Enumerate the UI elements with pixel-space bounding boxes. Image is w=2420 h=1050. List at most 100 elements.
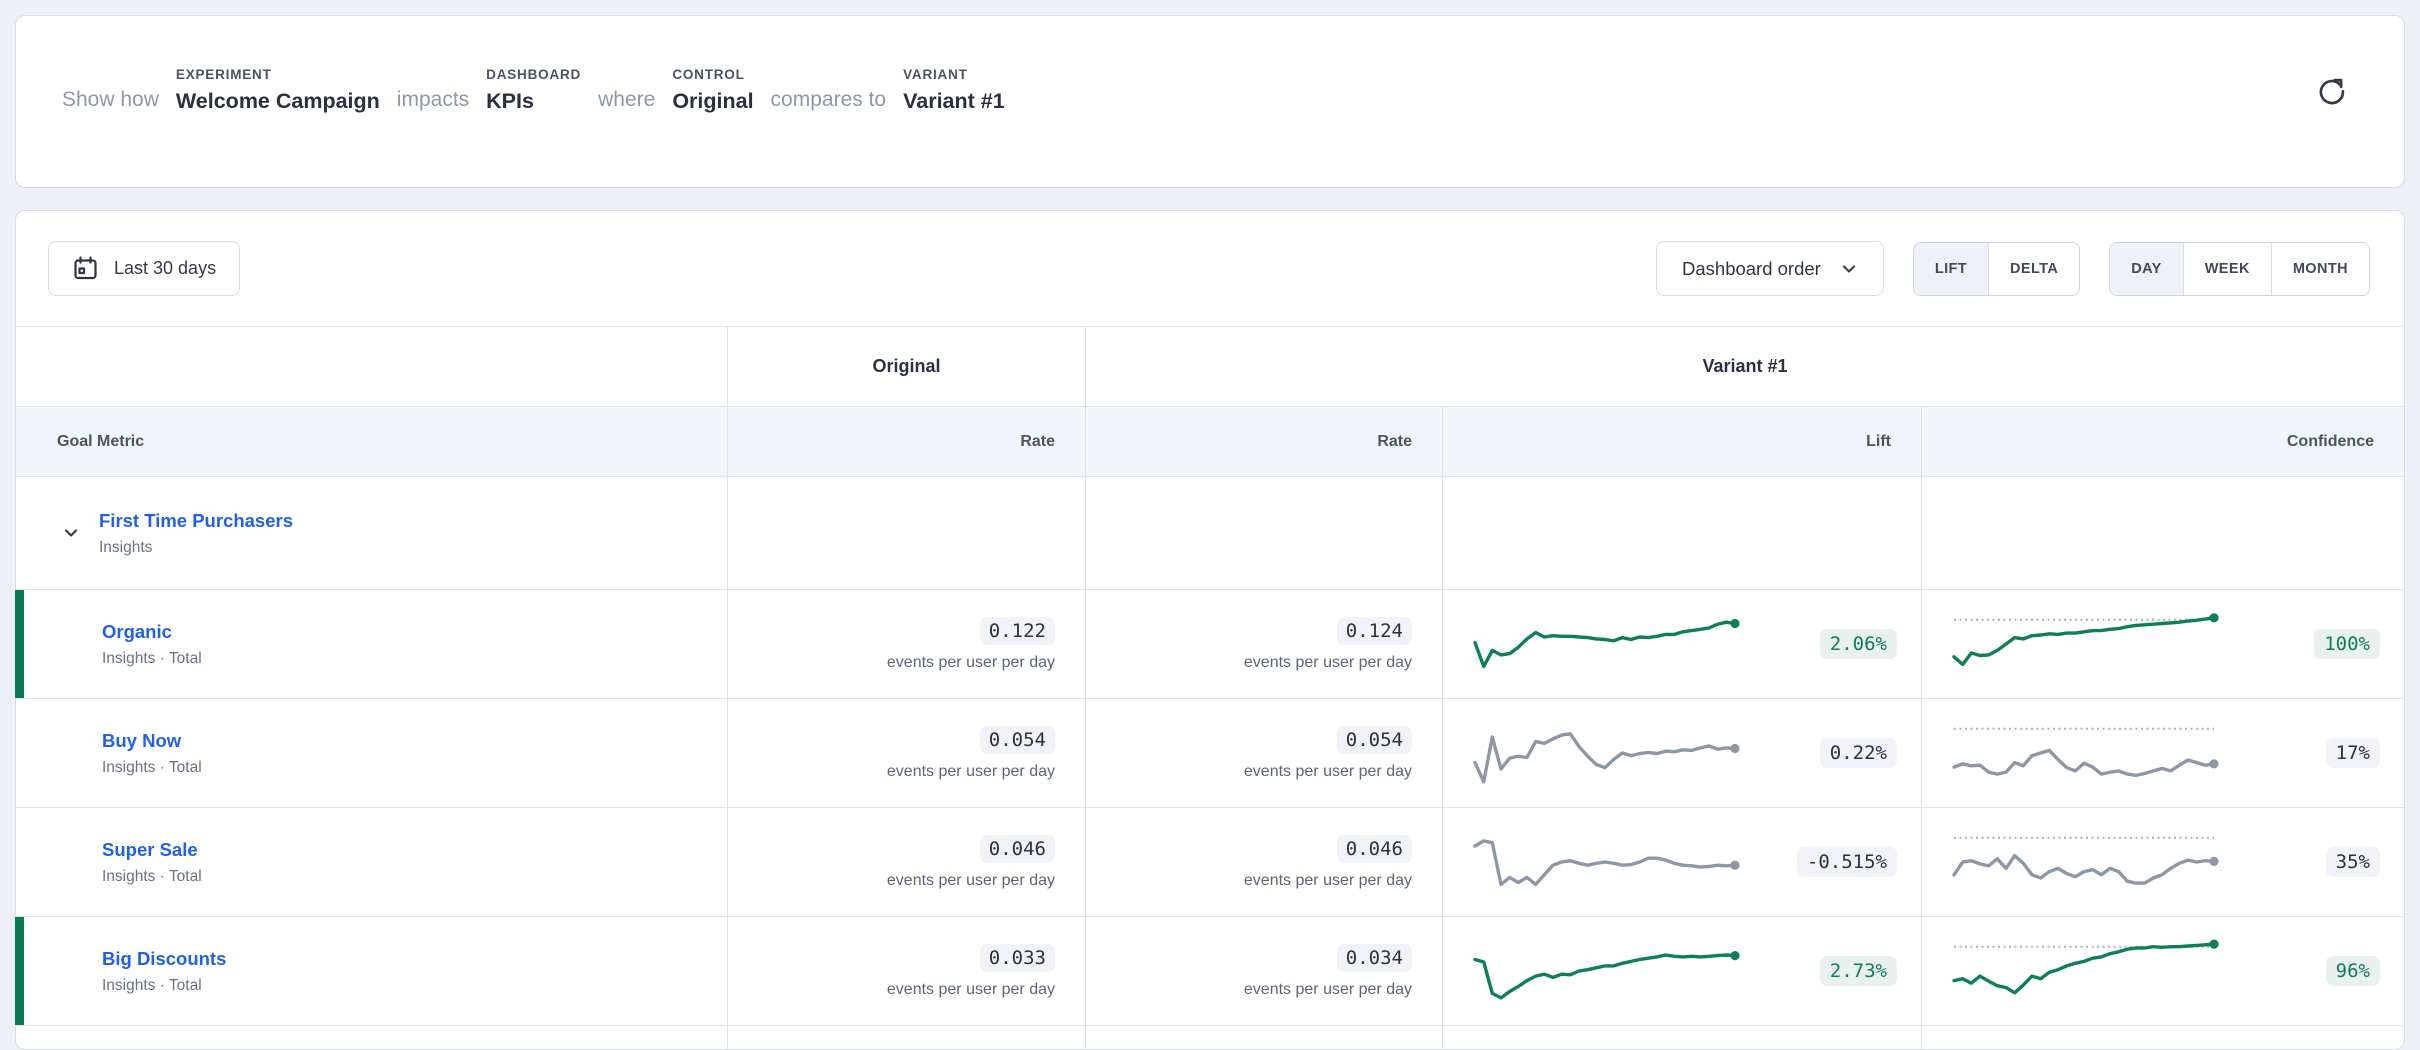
confidence-sparkline <box>1952 727 2219 778</box>
experiment-header-card: Show how EXPERIMENT Welcome Campaign imp… <box>15 15 2405 188</box>
col-rate-original: Rate <box>727 407 1085 477</box>
confidence-sparkline <box>1952 939 2219 995</box>
period-toggle: DAY WEEK MONTH <box>2109 241 2370 296</box>
lift-value: 2.06% <box>1819 629 1897 659</box>
confidence-cell: 35% <box>1921 808 2404 917</box>
lift-sparkline <box>1473 618 1740 669</box>
group-header-variant: Variant #1 <box>1085 327 2404 407</box>
rate-unit: events per user per day <box>886 871 1055 889</box>
metric-cell: Organic Insights · Total <box>15 590 727 699</box>
confidence-value: 100% <box>2314 629 2380 659</box>
collapse-chevron-icon[interactable] <box>60 522 82 544</box>
group-header-original: Original <box>727 327 1085 407</box>
confidence-cell: 100% <box>1921 590 2404 699</box>
rate-unit: events per user per day <box>1243 762 1412 780</box>
col-goal-metric: Goal Metric <box>16 407 727 477</box>
mode-option-delta[interactable]: DELTA <box>1988 242 2080 295</box>
control-value: Original <box>672 89 754 113</box>
rate-unit: events per user per day <box>886 980 1055 998</box>
col-confidence: Confidence <box>1921 407 2404 477</box>
experiment-selector[interactable]: EXPERIMENT Welcome Campaign <box>176 67 380 114</box>
variant-rate-cell: 0.046 events per user per day <box>1085 808 1442 917</box>
phrase-impacts: impacts <box>396 88 470 111</box>
lift-cell: 0.22% <box>1442 699 1921 808</box>
toolbar-right: Dashboard order LIFT DELTA DAY WEEK MONT… <box>1656 241 2370 296</box>
rate-unit: events per user per day <box>886 762 1055 780</box>
period-option-week[interactable]: WEEK <box>2182 242 2271 295</box>
lift-cell: 2.73% <box>1442 917 1921 1026</box>
lift-sparkline <box>1473 732 1740 784</box>
rate-unit: events per user per day <box>1243 653 1412 671</box>
lift-cell: 2.06% <box>1442 590 1921 699</box>
confidence-cell: 96% <box>1921 917 2404 1026</box>
confidence-cell: 17% <box>1921 699 2404 808</box>
phrase-compares-to: compares to <box>770 88 887 111</box>
metric-cell: Super Sale Insights · Total <box>16 808 727 917</box>
rate-unit: events per user per day <box>1243 871 1412 889</box>
dashboard-label: DASHBOARD <box>486 67 582 82</box>
variant-rate-value: 0.054 <box>1336 725 1412 754</box>
mode-toggle: LIFT DELTA <box>1912 241 2081 296</box>
metric-link[interactable]: Big Discounts <box>102 947 227 969</box>
original-rate-value: 0.054 <box>979 725 1055 754</box>
original-rate-cell: 0.046 events per user per day <box>727 808 1085 917</box>
lift-sparkline <box>1473 951 1740 1000</box>
original-rate-cell: 0.122 events per user per day <box>727 590 1085 699</box>
metrics-table: Original Variant #1 Goal Metric Rate Rat… <box>15 326 2404 1050</box>
confidence-value: 96% <box>2325 956 2380 986</box>
lift-cell: -0.515% <box>1442 808 1921 917</box>
refresh-icon <box>2319 78 2345 104</box>
parent-metric-subtitle: Insights <box>99 538 153 556</box>
confidence-value: 17% <box>2325 738 2380 768</box>
rate-unit: events per user per day <box>1243 980 1412 998</box>
metric-subtitle: Insights · Total <box>102 976 202 994</box>
dashboard-value: KPIs <box>486 89 534 113</box>
parent-metric-link[interactable]: First Time Purchasers <box>99 509 293 531</box>
date-range-label: Last 30 days <box>114 258 217 278</box>
refresh-button[interactable] <box>2312 72 2352 112</box>
variant-label: VARIANT <box>903 67 968 82</box>
group-header-empty <box>16 327 727 407</box>
phrase-prefix: Show how <box>62 88 159 111</box>
parent-metric-cell: First Time Purchasers Insights <box>16 477 727 590</box>
variant-rate-value: 0.034 <box>1336 943 1412 972</box>
original-rate-value: 0.046 <box>979 834 1055 863</box>
confidence-sparkline <box>1952 836 2219 885</box>
control-selector[interactable]: CONTROL Original <box>672 67 753 114</box>
variant-rate-cell: 0.124 events per user per day <box>1085 590 1442 699</box>
experiment-label: EXPERIMENT <box>175 67 272 82</box>
variant-value: Variant #1 <box>903 89 1005 113</box>
col-rate-variant: Rate <box>1085 407 1442 477</box>
variant-rate-value: 0.046 <box>1336 834 1412 863</box>
variant-selector[interactable]: VARIANT Variant #1 <box>903 67 1005 114</box>
date-range-button[interactable]: Last 30 days <box>48 241 241 296</box>
lift-sparkline <box>1473 839 1740 887</box>
results-toolbar: Last 30 days Dashboard order LIFT DELTA … <box>16 211 2404 326</box>
dashboard-order-label: Dashboard order <box>1682 257 1821 279</box>
mode-option-lift[interactable]: LIFT <box>1913 242 1989 295</box>
metric-link[interactable]: Buy Now <box>102 729 182 751</box>
lift-value: -0.515% <box>1796 847 1897 877</box>
metric-subtitle: Insights · Total <box>102 758 202 776</box>
metric-cell: Big Discounts Insights · Total <box>15 917 727 1026</box>
metric-subtitle: Insights · Total <box>102 867 202 885</box>
metric-link[interactable]: Super Sale <box>102 838 198 860</box>
period-option-day[interactable]: DAY <box>2110 242 2183 295</box>
variant-rate-cell: 0.054 events per user per day <box>1085 699 1442 808</box>
chevron-down-icon <box>1842 264 1855 273</box>
col-lift: Lift <box>1442 407 1921 477</box>
original-rate-cell: 0.054 events per user per day <box>727 699 1085 808</box>
experiment-phrase: Show how EXPERIMENT Welcome Campaign imp… <box>62 67 1005 114</box>
period-option-month[interactable]: MONTH <box>2270 242 2369 295</box>
experiment-value: Welcome Campaign <box>175 89 380 113</box>
dashboard-order-button[interactable]: Dashboard order <box>1656 241 1884 296</box>
metric-link[interactable]: Organic <box>102 620 172 642</box>
phrase-where: where <box>598 88 656 111</box>
rate-unit: events per user per day <box>886 653 1055 671</box>
original-rate-value: 0.122 <box>979 616 1055 645</box>
variant-rate-cell: 0.034 events per user per day <box>1085 917 1442 1026</box>
dashboard-selector[interactable]: DASHBOARD KPIs <box>486 67 581 114</box>
lift-value: 0.22% <box>1819 738 1897 768</box>
variant-rate-value: 0.124 <box>1336 616 1412 645</box>
